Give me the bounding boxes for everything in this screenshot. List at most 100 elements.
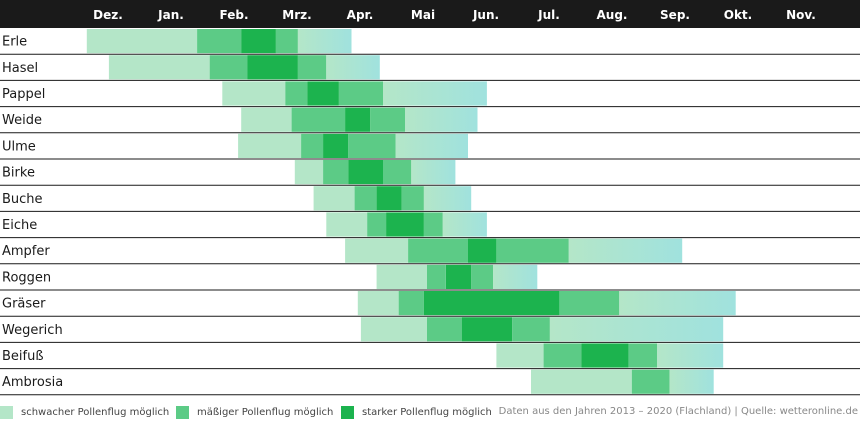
- month-label: Sep.: [660, 8, 690, 22]
- pollen-calendar-chart: Dez. Jan. Feb. Mrz. Apr. Mai Jun. Jul. Aug. Sep. O…: [0, 0, 860, 396]
- pollen-bar-schwach: [395, 133, 468, 158]
- pollen-bar-schwach: [357, 291, 399, 316]
- pollen-bar-mäßig: [301, 133, 324, 158]
- pollen-bar-stark: [241, 29, 276, 54]
- pollen-bar-mäßig: [291, 107, 346, 132]
- legend-item-stark: starker Pollenflug möglich: [341, 406, 492, 419]
- legend-swatch-maessig: [176, 406, 189, 419]
- pollen-bar-mäßig: [496, 238, 569, 263]
- pollen-bar-schwach: [619, 291, 736, 316]
- pollen-bar-mäßig: [471, 264, 494, 289]
- month-label: Nov.: [786, 8, 816, 22]
- pollen-bar-schwach: [423, 186, 472, 211]
- pollen-bar-schwach: [669, 369, 714, 394]
- pollen-bar-schwach: [238, 133, 302, 158]
- legend-label-maessig: mäßiger Pollenflug möglich: [197, 407, 334, 418]
- plant-label: Ambrosia: [2, 375, 63, 390]
- pollen-bar-schwach: [86, 29, 198, 54]
- month-label: Apr.: [347, 8, 374, 22]
- pollen-bar-mäßig: [398, 291, 424, 316]
- plant-row: Buche: [0, 186, 860, 212]
- plant-row: Hasel: [0, 55, 860, 81]
- plant-row: Birke: [0, 160, 860, 186]
- month-label: Aug.: [597, 8, 628, 22]
- plant-row: Roggen: [0, 264, 860, 291]
- pollen-bar-stark: [468, 238, 497, 263]
- pollen-bar-mäßig: [285, 81, 308, 106]
- pollen-bar-mäßig: [209, 55, 248, 80]
- pollen-bar-schwach: [568, 238, 683, 263]
- plant-label: Pappel: [2, 87, 45, 102]
- pollen-bar-mäßig: [559, 291, 620, 316]
- pollen-bar-mäßig: [512, 317, 550, 342]
- pollen-bar-mäßig: [408, 238, 468, 263]
- pollen-bar-mäßig: [197, 29, 242, 54]
- pollen-bar-schwach: [442, 212, 487, 237]
- plant-label: Hasel: [2, 61, 38, 76]
- pollen-bar-schwach: [405, 107, 478, 132]
- plant-row: Pappel: [0, 81, 860, 108]
- pollen-bar-schwach: [294, 160, 324, 185]
- pollen-bar-schwach: [493, 264, 538, 289]
- pollen-bar-stark: [581, 343, 629, 368]
- month-label: Mrz.: [282, 8, 311, 22]
- plant-row: Erle: [0, 29, 860, 55]
- pollen-bar-stark: [376, 186, 402, 211]
- plant-rows: Erle Hasel Pappel Weide Ulme Birke Buche Eiche A…: [0, 29, 860, 396]
- pollen-bar-mäßig: [275, 29, 298, 54]
- pollen-bar-schwach: [383, 81, 487, 106]
- plant-row: Eiche: [0, 212, 860, 239]
- plant-label: Wegerich: [2, 323, 63, 338]
- pollen-bar-schwach: [326, 212, 368, 237]
- pollen-bar-mäßig: [297, 55, 327, 80]
- pollen-bar-schwach: [108, 55, 210, 80]
- pollen-bar-stark: [386, 212, 424, 237]
- plant-row: Weide: [0, 107, 860, 134]
- pollen-bar-schwach: [360, 317, 427, 342]
- plant-row: Ulme: [0, 133, 860, 160]
- pollen-bar-mäßig: [423, 212, 443, 237]
- legend-item-schwach: schwacher Pollenflug möglich: [0, 406, 169, 419]
- pollen-bar-mäßig: [370, 107, 405, 132]
- plant-row: Ambrosia: [0, 369, 860, 396]
- pollen-bar-schwach: [326, 55, 380, 80]
- plant-label: Weide: [2, 113, 42, 128]
- legend-label-schwach: schwacher Pollenflug möglich: [21, 407, 170, 418]
- pollen-bar-stark: [461, 317, 513, 342]
- pollen-bar-schwach: [345, 238, 409, 263]
- source-note: Daten aus den Jahren 2013 – 2020 (Flachl…: [498, 406, 858, 417]
- month-label: Jul.: [537, 8, 560, 22]
- plant-label: Gräser: [2, 297, 46, 312]
- plant-row: Wegerich: [0, 317, 860, 343]
- pollen-bar-schwach: [549, 317, 724, 342]
- pollen-bar-mäßig: [543, 343, 582, 368]
- pollen-bar-schwach: [297, 29, 352, 54]
- pollen-bar-schwach: [376, 264, 427, 289]
- month-label: Dez.: [93, 8, 123, 22]
- pollen-bar-schwach: [411, 160, 456, 185]
- month-axis: Dez. Jan. Feb. Mrz. Apr. Mai Jun. Jul. Aug. Sep. O…: [93, 8, 816, 22]
- month-label: Mai: [411, 8, 435, 22]
- pollen-bar-mäßig: [401, 186, 424, 211]
- plant-label: Buche: [2, 192, 43, 207]
- pollen-bar-mäßig: [323, 160, 349, 185]
- pollen-bar-schwach: [531, 369, 632, 394]
- pollen-bar-mäßig: [367, 212, 387, 237]
- plant-row: Gräser: [0, 291, 860, 317]
- pollen-bar-schwach: [222, 81, 286, 106]
- plant-label: Ampfer: [2, 244, 50, 259]
- month-label: Okt.: [724, 8, 752, 22]
- plant-label: Beifuß: [2, 349, 44, 364]
- plant-label: Erle: [2, 35, 27, 50]
- pollen-bar-mäßig: [628, 343, 657, 368]
- pollen-bar-mäßig: [383, 160, 412, 185]
- pollen-bar-mäßig: [427, 264, 446, 289]
- legend-swatch-schwach: [0, 406, 13, 419]
- pollen-bar-mäßig: [427, 317, 462, 342]
- legend: schwacher Pollenflug möglich mäßiger Pol…: [0, 406, 860, 424]
- pollen-bar-stark: [423, 291, 560, 316]
- pollen-bar-schwach: [496, 343, 544, 368]
- pollen-bar-schwach: [313, 186, 355, 211]
- pollen-bar-mäßig: [631, 369, 670, 394]
- pollen-bar-schwach: [241, 107, 292, 132]
